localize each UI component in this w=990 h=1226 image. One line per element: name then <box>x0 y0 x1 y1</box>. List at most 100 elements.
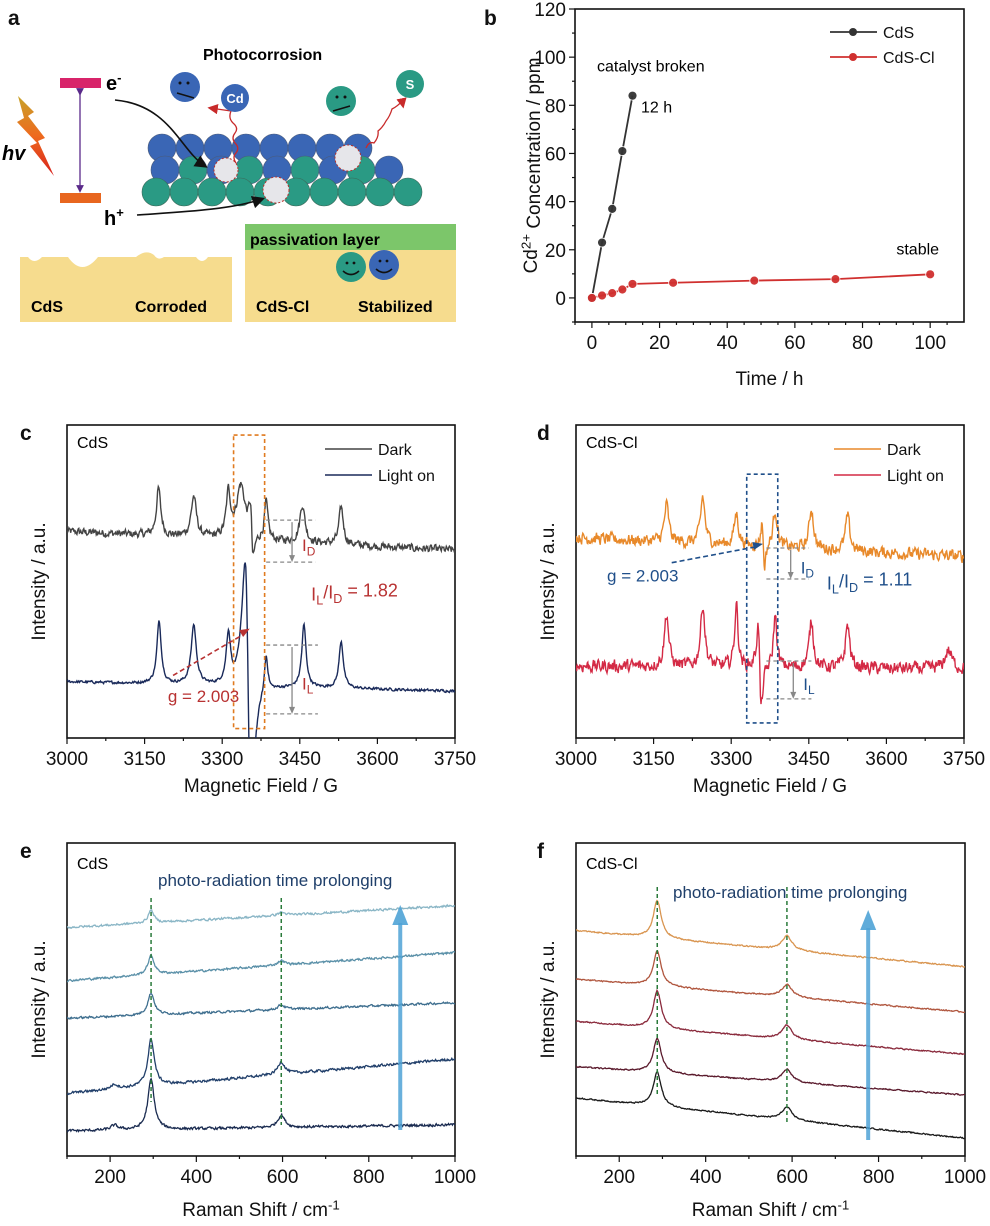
data-point <box>597 290 607 301</box>
x-tick-label: 200 <box>603 1167 635 1188</box>
legend-marker <box>849 53 857 61</box>
x-tick-label: 600 <box>776 1167 808 1188</box>
s-atom <box>393 177 423 207</box>
cds-lattice <box>141 133 423 207</box>
spectrum-trace <box>576 1071 965 1140</box>
y-axis-label: Intensity / a.u. <box>538 522 559 640</box>
annotation: stable <box>896 242 939 259</box>
data-point <box>627 279 638 289</box>
spectrum-trace <box>576 949 965 1014</box>
y-tick-label: 80 <box>545 96 566 117</box>
g-value-arrow <box>671 546 756 564</box>
legend-marker <box>849 28 857 36</box>
data-point <box>668 277 678 288</box>
valence-band <box>60 193 101 203</box>
g-value-label: g = 2.003 <box>607 567 678 586</box>
svg-text:Cd: Cd <box>226 91 243 106</box>
panel-e-chart: e 200 400 600 800 1000 Raman Shift / cm-1 Inten… <box>20 840 476 1221</box>
id-label: ID <box>302 536 316 558</box>
s-atom <box>141 177 171 207</box>
panel-letter-f: f <box>537 840 545 863</box>
time-arrowhead <box>860 910 877 930</box>
series-line-CdS-Cl <box>591 273 931 299</box>
spectrum-trace <box>67 1077 455 1133</box>
spectrum-trace <box>67 1037 455 1096</box>
stabilized-label: Stabilized <box>358 299 433 316</box>
legend-label: Dark <box>887 442 922 459</box>
legend-label: CdS <box>883 25 914 42</box>
x-axis-label: Raman Shift / cm-1 <box>692 1197 850 1221</box>
x-axis-label: Magnetic Field / G <box>693 776 847 797</box>
y-tick-label: 120 <box>534 0 566 21</box>
traces <box>576 495 964 705</box>
x-tick-label: 600 <box>267 1167 299 1188</box>
il-label: IL <box>302 674 314 696</box>
x-tick-label: 3750 <box>943 749 985 770</box>
hole-transfer-arrow <box>136 196 266 216</box>
il-label: IL <box>803 675 815 697</box>
arrowhead <box>289 706 296 714</box>
y-tick-label: 60 <box>545 144 566 165</box>
panel-letter-a: a <box>8 7 20 30</box>
x-tick-label: 3600 <box>356 749 398 770</box>
traces <box>576 899 965 1140</box>
passivation-layer <box>245 224 456 250</box>
data-point <box>597 237 607 248</box>
plot-frame <box>575 842 966 1157</box>
s-atom <box>309 177 339 207</box>
x-axis-label: Time / h <box>736 369 804 390</box>
intensity-ratio-label: IL/ID = 1.11 <box>827 570 912 597</box>
panel-letter-e: e <box>20 840 32 863</box>
y-axis-label: Cd2+ Concentration / ppm <box>518 58 545 274</box>
data-point <box>627 90 638 101</box>
cd-ion-icon: Cd <box>221 84 249 112</box>
x-tick-label: 3150 <box>632 749 674 770</box>
spectrum-trace <box>576 899 965 968</box>
svg-text:S: S <box>406 77 415 92</box>
series-line-CdS <box>591 95 634 299</box>
happy-s-face-icon <box>336 252 366 282</box>
x-tick-label: 3150 <box>123 749 165 770</box>
data-point <box>925 269 936 280</box>
light-label: hv <box>2 143 27 165</box>
spectrum-trace <box>576 1037 965 1096</box>
s-atom <box>365 177 395 207</box>
x-tick-label: 200 <box>94 1167 126 1188</box>
x-tick-label: 1000 <box>944 1167 986 1188</box>
y-axis-label: Intensity / a.u. <box>538 940 559 1058</box>
data-point <box>607 288 618 299</box>
corroded-cds-substrate <box>20 252 232 322</box>
x-tick-label: 100 <box>914 333 946 354</box>
y-tick-label: 20 <box>545 241 566 262</box>
intensity-ratio-label: IL/ID = 1.82 <box>311 581 398 608</box>
x-tick-label: 3000 <box>46 749 88 770</box>
y-axis-label: Intensity / a.u. <box>29 522 50 640</box>
panel-letter-c: c <box>20 422 32 445</box>
x-axis-label: Raman Shift / cm-1 <box>182 1197 340 1221</box>
spectrum-trace <box>67 481 455 554</box>
x-tick-label: 3750 <box>434 749 476 770</box>
panel-letter-b: b <box>484 7 497 30</box>
plot-frame <box>66 842 456 1157</box>
legend-label: CdS-Cl <box>883 50 935 67</box>
x-tick-label: 40 <box>717 333 738 354</box>
x-tick-label: 60 <box>784 333 805 354</box>
electron-label: e- <box>106 70 121 95</box>
panel-f-chart: f 200 400 600 800 1000 Raman Shift / cm-1 Inten… <box>537 840 986 1221</box>
arrowhead <box>787 571 794 579</box>
cds-label: CdS <box>31 299 63 316</box>
lightning-icon <box>17 96 54 176</box>
legend-label: Dark <box>378 442 413 459</box>
x-tick-label: 3300 <box>201 749 243 770</box>
arrowhead <box>790 691 797 699</box>
spectrum-trace <box>576 495 964 571</box>
y-tick-label: 40 <box>545 193 566 214</box>
sample-label: CdS-Cl <box>586 856 638 873</box>
spectrum-trace <box>67 562 455 738</box>
cdscl-label: CdS-Cl <box>256 299 309 316</box>
corroded-label: Corroded <box>135 299 207 316</box>
x-tick-label: 400 <box>180 1167 212 1188</box>
x-tick-label: 800 <box>353 1167 385 1188</box>
legend-label: Light on <box>378 468 435 485</box>
